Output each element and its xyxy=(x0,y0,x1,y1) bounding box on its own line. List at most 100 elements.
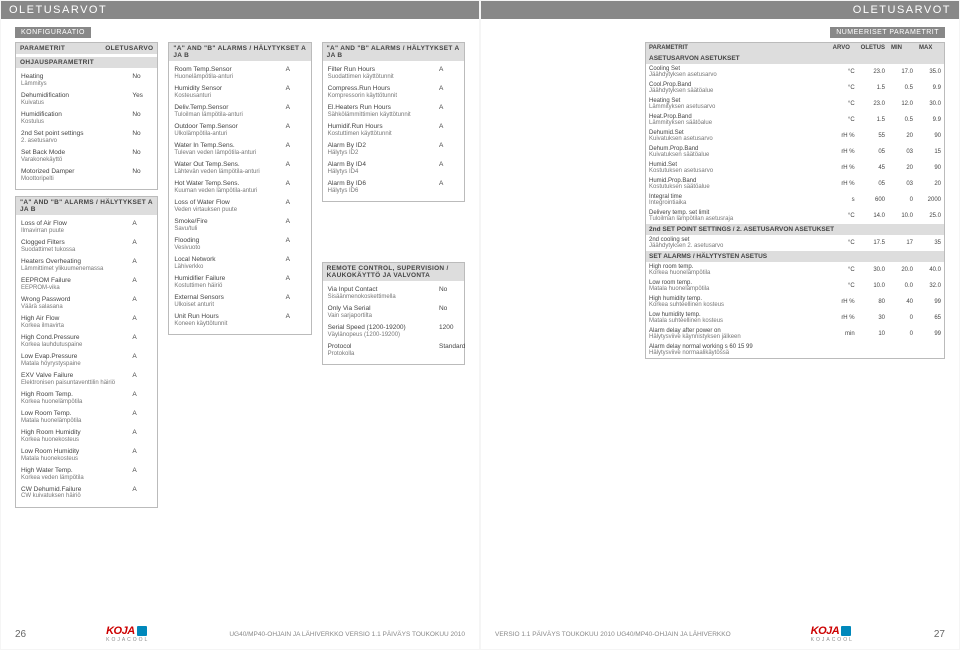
row-sublabel: Ilmavirran puute xyxy=(21,228,128,235)
row-sublabel: Tuloilman lämpötila-anturi xyxy=(174,112,281,119)
cell xyxy=(858,342,888,358)
table-row: Wrong PasswordVäärä salasanaA xyxy=(21,294,152,313)
cell: 99 xyxy=(916,326,944,342)
cell: °C xyxy=(830,208,858,224)
cell: 17 xyxy=(888,235,916,251)
row-label: Wrong Password xyxy=(21,296,128,304)
cell: 0 xyxy=(888,326,916,342)
table-row: Low humidity temp.Matala suhteellinen ko… xyxy=(646,310,944,326)
row-value: A xyxy=(282,66,306,81)
cell: rH % xyxy=(830,294,858,310)
cell: High room temp.Korkea huonelämpötila xyxy=(646,262,830,278)
table-row: Water In Temp.Sens.Tulevan veden lämpöti… xyxy=(174,140,305,159)
box-alarms-1: "A" AND "B" ALARMS / HÄLYTYKSET A JA B L… xyxy=(15,196,158,508)
logo: KOJAKOJACOOL xyxy=(811,625,854,643)
cell: 03 xyxy=(888,176,916,192)
page-header-right: OLETUSARVOT xyxy=(481,1,959,19)
box-params: PARAMETRIT OLETUSARVO OHJAUSPARAMETRIT H… xyxy=(15,42,158,190)
table-row: Local NetworkLähiverkkoA xyxy=(174,254,305,273)
table-row: Unit Run HoursKoneen käyttötunnitA xyxy=(174,311,305,330)
table-row: Heat.Prop.BandLämmityksen säätöalue°C1.5… xyxy=(646,112,944,128)
footer-right: VERSIO 1.1 PÄIVÄYS TOUKOKUU 2010 UG40/MP… xyxy=(495,625,945,643)
section-tab-left: KONFIGURAATIO xyxy=(15,27,91,38)
row-value: A xyxy=(282,199,306,214)
row-label: Water Out Temp.Sens. xyxy=(174,161,281,169)
row-sublabel: Matala huonelämpötila xyxy=(21,418,128,425)
cell: 600 xyxy=(858,192,888,208)
box-alarms-3: "A" AND "B" ALARMS / HÄLYTYKSET A JA B F… xyxy=(322,42,465,202)
row-sublabel: Korkea lauhdutuspaine xyxy=(21,342,128,349)
table-row: Alarm delay normal working s 60 15 99Häl… xyxy=(646,342,944,358)
row-value: A xyxy=(282,123,306,138)
row-value: A xyxy=(282,256,306,271)
row-label: Loss of Water Flow xyxy=(174,199,281,207)
row-label: CW Dehumid.Failure xyxy=(21,486,128,494)
row-value: A xyxy=(128,334,152,349)
row-value: A xyxy=(128,296,152,311)
cell: 10.0 xyxy=(858,278,888,294)
row-label: Alarm By ID2 xyxy=(328,142,435,150)
row-label: Humidification xyxy=(21,111,128,119)
row-value: A xyxy=(435,66,459,81)
cell: rH % xyxy=(830,176,858,192)
table-row: Low Room HumidityMatala huonekosteusA xyxy=(21,446,152,465)
row-label: High Room Humidity xyxy=(21,429,128,437)
row-sublabel: Lähiverkko xyxy=(174,264,281,271)
cell: 20 xyxy=(888,128,916,144)
box-header: "A" AND "B" ALARMS / HÄLYTYKSET A JA B xyxy=(16,197,157,215)
cell: Alarm delay after power onHälytysviive k… xyxy=(646,326,830,342)
row-sublabel: Korkea huonelämpötila xyxy=(21,399,128,406)
row-value: No xyxy=(128,168,152,183)
table-header-row: PARAMETRIT ARVO OLETUS MIN MAX xyxy=(646,43,944,53)
cell: 0 xyxy=(888,192,916,208)
cell: °C xyxy=(830,80,858,96)
row-value: A xyxy=(128,429,152,444)
table-row: CW Dehumid.FailureCW kuivatuksen häiriöA xyxy=(21,484,152,503)
hdr-l: PARAMETRIT xyxy=(20,45,65,52)
cell: 9.9 xyxy=(916,112,944,128)
row-label: Heaters Overheating xyxy=(21,258,128,266)
row-value: No xyxy=(435,286,459,301)
box-remote: REMOTE CONTROL, SUPERVISION / KAUKOKÄYTT… xyxy=(322,262,465,365)
row-sublabel: Hälytys ID6 xyxy=(328,188,435,195)
cell: 05 xyxy=(858,176,888,192)
cell: 15 xyxy=(916,144,944,160)
table-row: El.Heaters Run HoursSähkölämmittimien kä… xyxy=(328,102,459,121)
cell: °C xyxy=(830,278,858,294)
row-label: Humidity Sensor xyxy=(174,85,281,93)
cell: 17.0 xyxy=(888,64,916,80)
box-header: PARAMETRIT OLETUSARVO xyxy=(16,43,157,54)
row-value: A xyxy=(128,448,152,463)
row-value: 1200 xyxy=(435,324,459,339)
cell: rH % xyxy=(830,160,858,176)
th: PARAMETRIT xyxy=(646,43,830,53)
row-value: A xyxy=(282,313,306,328)
table-row: EEPROM FailureEEPROM-vikaA xyxy=(21,275,152,294)
table-row: Alarm By ID4Hälytys ID4A xyxy=(328,159,459,178)
row-sublabel: Kuivatus xyxy=(21,100,128,107)
cell: °C xyxy=(830,96,858,112)
table-row: Integral timeIntegrointiaikas60002000 xyxy=(646,192,944,208)
cell: Humid.Prop.BandKostutuksen säätöalue xyxy=(646,176,830,192)
section-title: ASETUSARVON ASETUKSET xyxy=(646,53,944,64)
row-sublabel: Matala höyrystyspaine xyxy=(21,361,128,368)
row-value: A xyxy=(435,161,459,176)
table-row: DehumidificationKuivatusYes xyxy=(21,90,152,109)
cell: 2000 xyxy=(916,192,944,208)
row-value: A xyxy=(435,142,459,157)
cell: 65 xyxy=(916,310,944,326)
th: OLETUS xyxy=(858,43,888,53)
table-row: Filter Run HoursSuodattimen käyttötunnit… xyxy=(328,64,459,83)
cell: Dehum.Prop.BandKuivatuksen säätöalue xyxy=(646,144,830,160)
table-row: Alarm delay after power onHälytysviive k… xyxy=(646,326,944,342)
table-row: Via Input ContactSisäänmenokoskettimella… xyxy=(328,284,459,303)
footer-left: 26 KOJAKOJACOOL UG40/MP40-OHJAIN JA LÄHI… xyxy=(15,625,465,643)
row-value: A xyxy=(128,220,152,235)
row-label: Humidif.Run Hours xyxy=(328,123,435,131)
table-row: Delivery temp. set limitTuloilman lämpöt… xyxy=(646,208,944,224)
row-sublabel: Vesivuoto xyxy=(174,245,281,252)
row-label: EXV Valve Failure xyxy=(21,372,128,380)
row-sublabel: Kosteusanturi xyxy=(174,93,281,100)
row-label: Protocol xyxy=(328,343,435,351)
table-row: High Room HumidityKorkea huonekosteusA xyxy=(21,427,152,446)
